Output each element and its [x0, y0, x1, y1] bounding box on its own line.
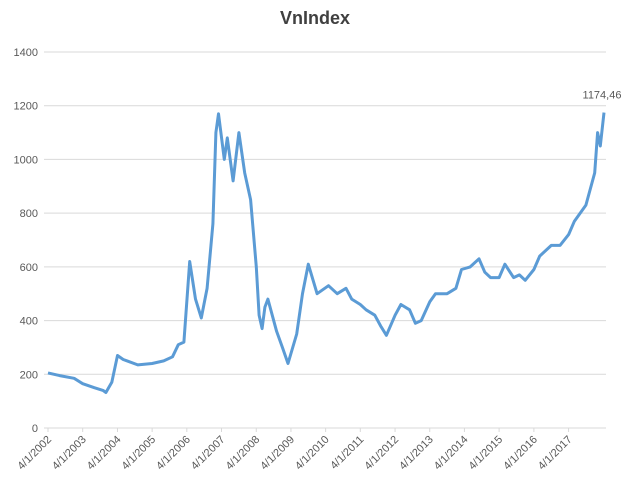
y-tick-label: 600: [20, 262, 38, 274]
y-tick-label: 800: [20, 208, 38, 220]
y-tick-label: 1000: [14, 154, 38, 166]
y-tick-label: 200: [20, 369, 38, 381]
y-tick-label: 0: [32, 423, 38, 435]
y-tick-label: 1200: [14, 101, 38, 113]
y-tick-label: 1400: [14, 47, 38, 59]
series-line: [47, 112, 606, 394]
y-tick-label: 400: [20, 316, 38, 328]
chart-title: VnIndex: [280, 8, 350, 28]
value-label: 1174,46: [583, 90, 622, 102]
